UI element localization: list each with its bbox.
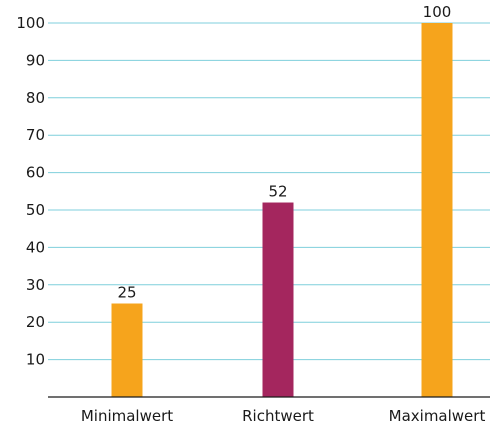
y-tick-label: 30 xyxy=(26,276,45,294)
x-tick-label: Richtwert xyxy=(242,407,314,425)
bar-maximalwert xyxy=(421,23,453,397)
y-tick-label: 100 xyxy=(16,14,45,32)
x-tick-label: Minimalwert xyxy=(81,407,173,425)
x-axis-ticks: Minimalwert Richtwert Maximalwert xyxy=(81,407,486,425)
y-tick-label: 20 xyxy=(26,313,45,331)
data-label: 100 xyxy=(423,3,452,21)
data-label: 52 xyxy=(268,183,287,201)
bar-richtwert xyxy=(262,202,294,397)
y-tick-label: 90 xyxy=(26,51,45,69)
y-axis-ticks: 10 20 30 40 50 60 70 80 90 100 xyxy=(16,14,45,369)
y-tick-label: 60 xyxy=(26,164,45,182)
y-tick-label: 40 xyxy=(26,238,45,256)
x-tick-label: Maximalwert xyxy=(389,407,486,425)
data-labels: 25 52 100 xyxy=(117,3,451,302)
y-tick-label: 10 xyxy=(26,351,45,369)
data-label: 25 xyxy=(117,284,136,302)
bars xyxy=(111,23,453,397)
y-tick-label: 80 xyxy=(26,89,45,107)
y-tick-label: 70 xyxy=(26,126,45,144)
bar-minimalwert xyxy=(111,303,143,397)
y-tick-label: 50 xyxy=(26,201,45,219)
